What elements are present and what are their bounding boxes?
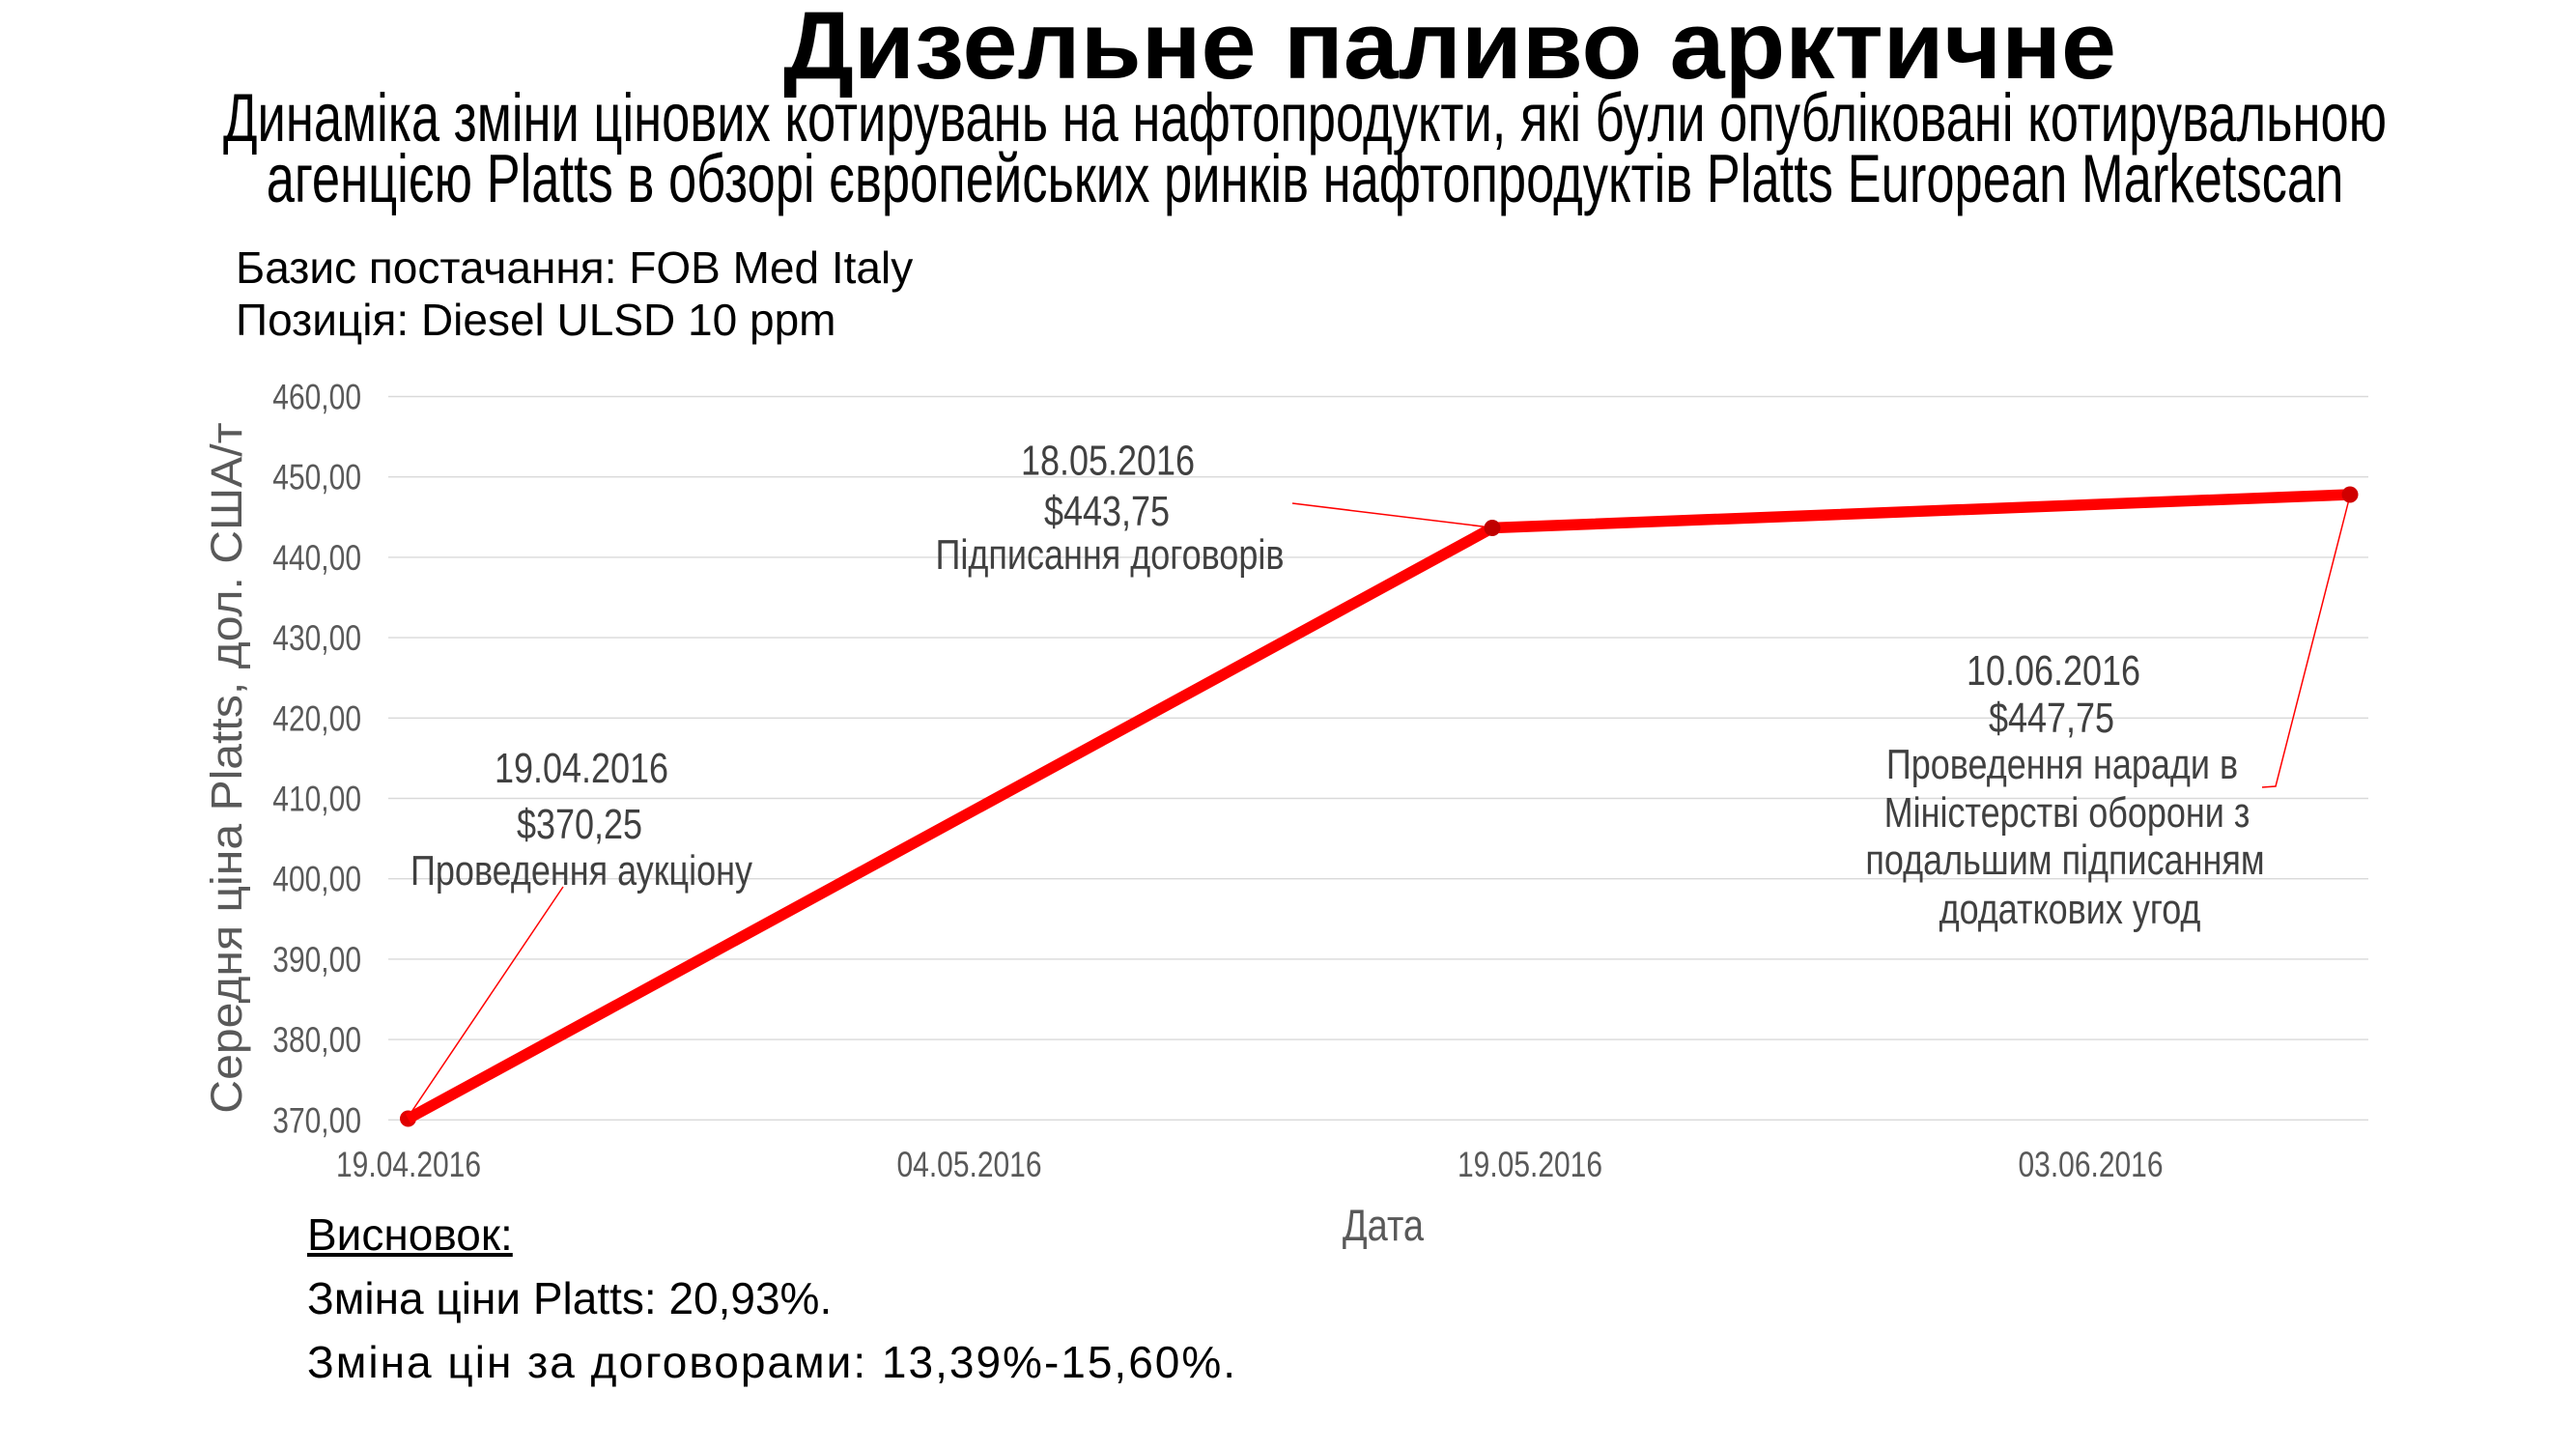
svg-text:370,00: 370,00 (272, 1100, 361, 1141)
svg-text:$443,75: $443,75 (1044, 489, 1170, 535)
svg-text:Міністерстві оборони з: Міністерстві оборони з (1884, 790, 2250, 837)
svg-text:18.05.2016: 18.05.2016 (1021, 438, 1195, 484)
svg-text:Проведення аукціону: Проведення аукціону (410, 848, 752, 895)
svg-text:$370,25: $370,25 (517, 802, 642, 848)
svg-text:460,00: 460,00 (272, 377, 361, 417)
svg-text:19.04.2016: 19.04.2016 (336, 1145, 481, 1185)
svg-text:380,00: 380,00 (272, 1020, 361, 1061)
svg-text:10.06.2016: 10.06.2016 (1967, 648, 2140, 695)
svg-text:19.04.2016: 19.04.2016 (495, 746, 668, 792)
svg-text:$447,75: $447,75 (1989, 696, 2114, 742)
svg-text:Проведення наради в: Проведення наради в (1886, 742, 2238, 788)
svg-text:390,00: 390,00 (272, 940, 361, 980)
svg-text:додаткових угод: додаткових угод (1939, 887, 2201, 933)
svg-text:440,00: 440,00 (272, 538, 361, 579)
svg-text:Дата: Дата (1343, 1201, 1425, 1250)
svg-text:410,00: 410,00 (272, 779, 361, 819)
svg-text:19.05.2016: 19.05.2016 (1458, 1145, 1602, 1185)
svg-text:Середня ціна Platts, дол. США/: Середня ціна Platts, дол. США/т (202, 422, 250, 1113)
svg-text:подальшим підписанням: подальшим підписанням (1865, 838, 2264, 884)
svg-text:400,00: 400,00 (272, 860, 361, 900)
svg-text:Підписання договорів: Підписання договорів (936, 532, 1285, 579)
svg-text:420,00: 420,00 (272, 698, 361, 739)
svg-text:03.06.2016: 03.06.2016 (2018, 1145, 2163, 1185)
svg-text:450,00: 450,00 (272, 458, 361, 498)
svg-text:430,00: 430,00 (272, 618, 361, 659)
svg-text:04.05.2016: 04.05.2016 (896, 1145, 1041, 1185)
